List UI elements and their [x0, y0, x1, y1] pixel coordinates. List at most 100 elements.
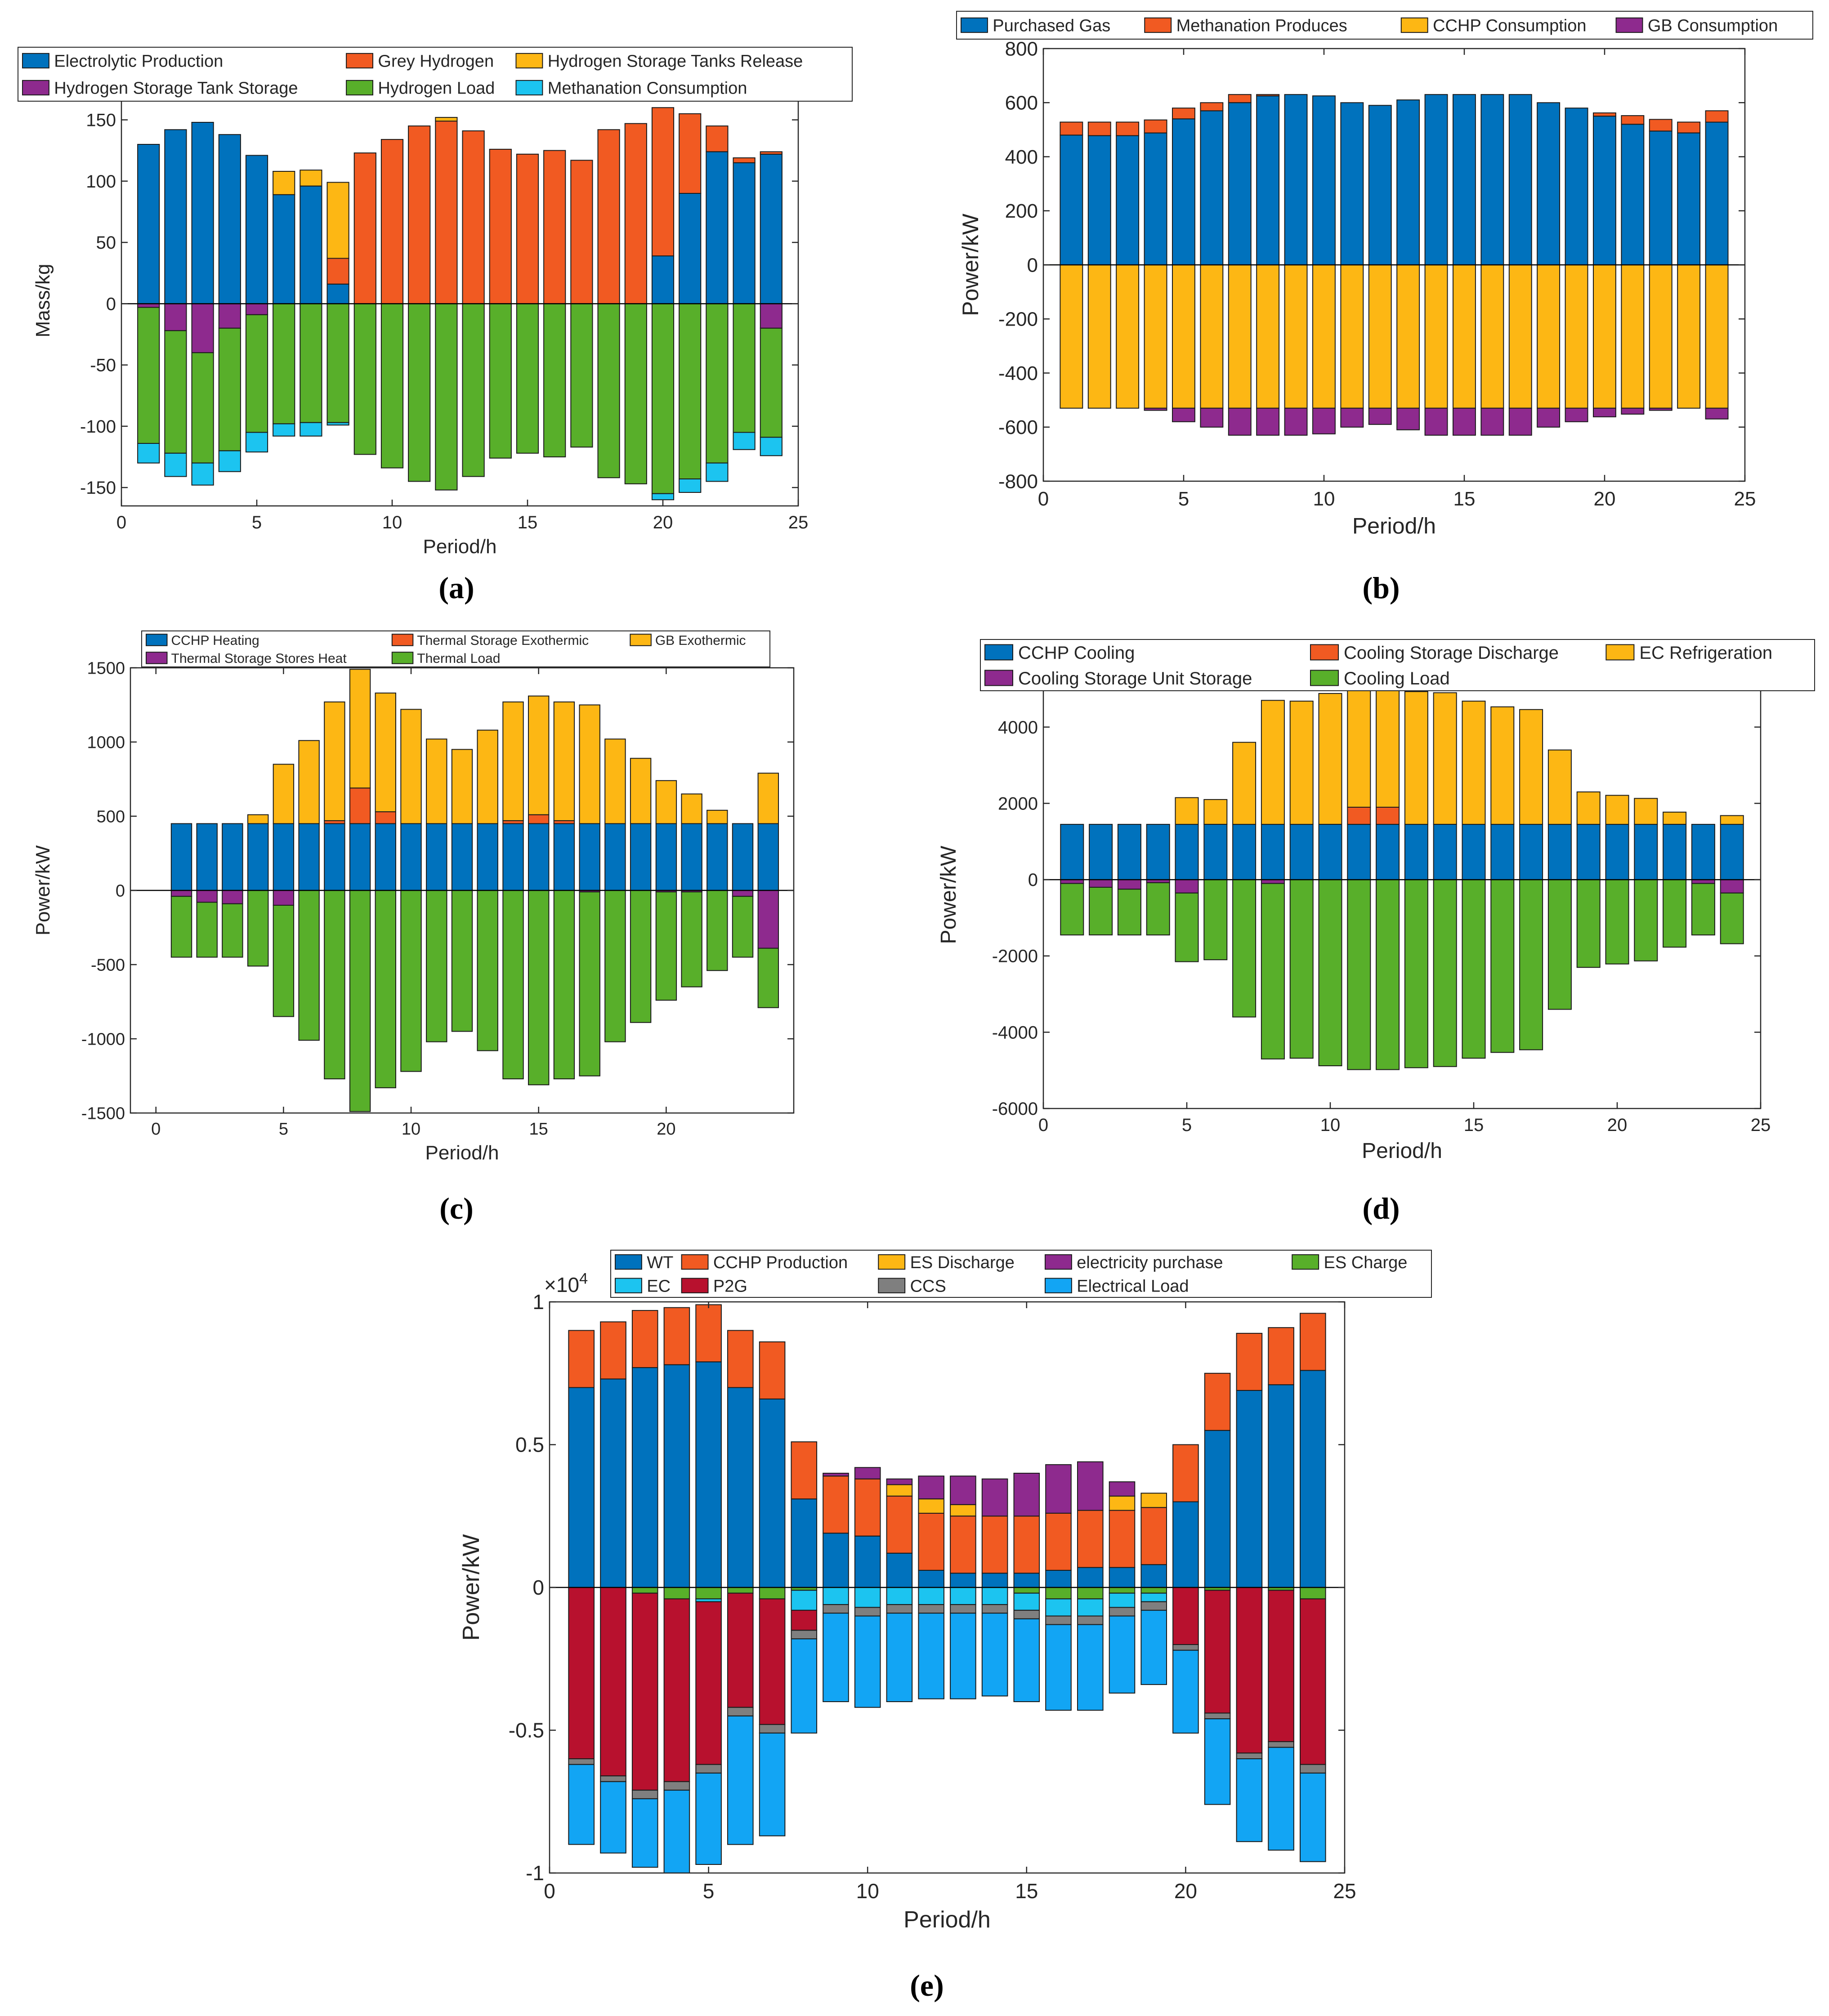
bar-thermal-load-9	[375, 890, 396, 1088]
bar-thermal-storage-stores-heat-1	[170, 890, 192, 897]
bar-cchp-heating-5	[273, 823, 295, 891]
y-tick-label: -50	[90, 356, 116, 375]
bar-thermal-load-13	[477, 890, 498, 1051]
bar-cchp-heating-14	[502, 823, 524, 891]
bar-hydrogen-load-19	[624, 303, 647, 484]
bar-es-charge-6	[727, 1587, 754, 1594]
y-tick-label: -2000	[992, 947, 1038, 966]
bar-wt-6	[727, 1387, 754, 1588]
legend-label: Hydrogen Storage Tank Storage	[54, 79, 298, 98]
bar-ccs-17	[1077, 1615, 1104, 1625]
bar-cchp-consumption-11	[1340, 264, 1364, 409]
bar-grey-hydrogen-17	[570, 160, 593, 304]
legend-label: Cooling Storage Discharge	[1344, 643, 1559, 663]
bar-ec-refrigeration-13	[1404, 691, 1428, 825]
y-tick-label: 0	[116, 881, 125, 900]
bar-purchased-gas-9	[1284, 94, 1308, 265]
y-axis-label: Power/kW	[937, 845, 961, 944]
bar-gb-exothermic-19	[630, 758, 652, 824]
bar-electrical-load-17	[1077, 1624, 1104, 1711]
bar-ec-12	[918, 1587, 945, 1605]
bar-ccs-8	[791, 1630, 818, 1640]
legend-label: CCHP Cooling	[1018, 643, 1135, 663]
bar-p2g-5	[695, 1601, 722, 1765]
bar-methanation-consumption-5	[245, 432, 268, 453]
bar-ec-refrigeration-18	[1547, 749, 1572, 825]
legend-label: Cooling Storage Unit Storage	[1018, 669, 1252, 688]
bar-cooling-load-12	[1376, 879, 1400, 1070]
bar-cchp-heating-4	[247, 823, 269, 891]
bar-electrical-load-4	[663, 1789, 690, 1874]
bar-cchp-heating-1	[170, 823, 192, 891]
bar-grey-hydrogen-23	[733, 157, 756, 163]
bar-cchp-cooling-16	[1490, 824, 1515, 881]
bar-gb-consumption-6	[1200, 407, 1224, 428]
legend-swatch	[1310, 644, 1339, 661]
bar-cchp-consumption-3	[1116, 264, 1140, 409]
bar-thermal-load-1	[170, 896, 192, 958]
bar-hydrogen-load-11	[408, 303, 431, 482]
bar-ec-refrigeration-8	[1261, 700, 1285, 825]
bar-gb-exothermic-17	[579, 704, 600, 824]
bar-cooling-load-20	[1605, 879, 1629, 965]
bar-ec-refrigeration-9	[1289, 701, 1314, 825]
bar-ec-refrigeration-19	[1576, 791, 1601, 825]
bar-cchp-heating-11	[426, 823, 447, 891]
panel-caption: (d)	[1362, 1191, 1400, 1225]
y-tick-label: -400	[998, 362, 1038, 384]
bar-gb-exothermic-16	[553, 701, 575, 821]
bar-electrolytic-production-8	[326, 283, 349, 304]
bar-cchp-cooling-20	[1605, 824, 1629, 881]
bar-cchp-consumption-17	[1508, 264, 1532, 409]
bar-cchp-consumption-8	[1256, 264, 1280, 409]
bar-gb-exothermic-12	[451, 749, 473, 824]
x-tick-label: 10	[402, 1120, 420, 1139]
x-tick-label: 15	[1464, 1115, 1484, 1135]
bar-gb-consumption-4	[1144, 407, 1167, 411]
legend-label: WT	[647, 1253, 673, 1272]
x-tick-label: 15	[1015, 1879, 1038, 1903]
bar-es-discharge-19	[1140, 1493, 1167, 1508]
bar-p2g-24	[1300, 1598, 1326, 1765]
bar-cchp-cooling-2	[1089, 824, 1113, 881]
bar-cchp-consumption-1	[1060, 264, 1083, 409]
bar-electricity-purchase-15	[1013, 1473, 1040, 1517]
y-axis-label: Mass/kg	[32, 264, 54, 338]
bar-wt-21	[1204, 1430, 1231, 1588]
bar-grey-hydrogen-8	[326, 258, 349, 285]
bar-cooling-load-18	[1547, 879, 1572, 1010]
bar-wt-5	[695, 1361, 722, 1588]
bar-methanation-consumption-2	[164, 452, 187, 477]
bar-electrical-load-15	[1013, 1618, 1040, 1703]
x-tick-label: 0	[151, 1120, 161, 1139]
bar-electrical-load-9	[823, 1613, 849, 1702]
legend-swatch	[346, 53, 374, 69]
bar-ec-15	[1013, 1592, 1040, 1611]
bar-cchp-heating-8	[349, 823, 371, 891]
bar-gb-exothermic-21	[681, 793, 702, 824]
bar-cooling-load-7	[1232, 879, 1257, 1018]
chart-e: 0 5 10 15 20 25 -1 -0.5 0 0.5 1 Period/h Power/kW ×10…	[458, 1250, 1432, 2003]
bar-methanation-produces-20	[1593, 112, 1616, 117]
bar-gb-consumption-19	[1565, 407, 1588, 422]
bar-gb-consumption-12	[1368, 407, 1392, 425]
bar-ec-14	[981, 1587, 1008, 1605]
bar-cchp-production-6	[727, 1330, 754, 1388]
bar-cooling-storage-unit-storage-5	[1175, 879, 1199, 894]
y-tick-label: 600	[1005, 92, 1038, 114]
bar-purchased-gas-22	[1649, 130, 1672, 265]
bar-wt-20	[1172, 1501, 1199, 1588]
bar-purchased-gas-4	[1144, 132, 1167, 265]
bar-cchp-heating-9	[375, 823, 396, 891]
bar-electrolytic-production-3	[191, 122, 214, 304]
bar-hydrogen-storage-tank-storage-24	[760, 303, 783, 329]
bar-thermal-storage-stores-heat-24	[757, 890, 779, 949]
bar-hydrogen-load-22	[706, 303, 729, 464]
legend-swatch	[961, 17, 988, 33]
bar-cchp-production-15	[1013, 1515, 1040, 1574]
bar-grey-hydrogen-19	[624, 123, 647, 304]
bar-thermal-load-10	[400, 890, 422, 1072]
bar-ec-refrigeration-16	[1490, 706, 1515, 825]
bar-cooling-load-16	[1490, 879, 1515, 1053]
bar-electrical-load-24	[1300, 1772, 1326, 1862]
